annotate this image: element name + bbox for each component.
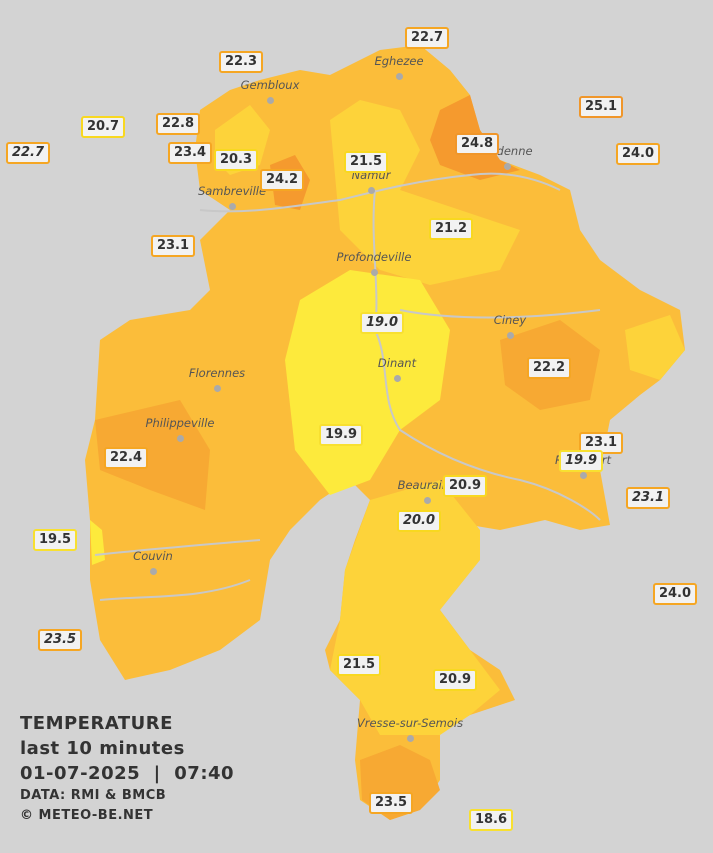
station-value: 22.2 bbox=[527, 357, 571, 379]
city-dot bbox=[503, 162, 511, 170]
city-dot bbox=[506, 331, 514, 339]
city-label: Gembloux bbox=[240, 78, 300, 92]
legend-credit: © METEO-BE.NET bbox=[20, 808, 154, 823]
legend-title: TEMPERATURE bbox=[20, 713, 173, 734]
station-value: 18.6 bbox=[469, 809, 513, 831]
city-label: Philippeville bbox=[145, 416, 215, 430]
station-value: 20.9 bbox=[443, 475, 487, 497]
city-dot bbox=[423, 496, 431, 504]
station-value: 20.7 bbox=[81, 116, 125, 138]
station-value: 21.5 bbox=[344, 151, 388, 173]
legend-datetime: 01-07-2025 | 07:40 bbox=[20, 763, 235, 784]
city-label: Vresse-sur-Semois bbox=[356, 716, 464, 730]
station-value: 23.5 bbox=[38, 629, 82, 651]
city-dot bbox=[395, 72, 403, 80]
station-value: 23.1 bbox=[626, 487, 670, 509]
station-value: 22.7 bbox=[6, 142, 50, 164]
station-value: 24.8 bbox=[455, 133, 499, 155]
station-value: 22.3 bbox=[219, 51, 263, 73]
station-value: 20.0 bbox=[397, 510, 441, 532]
city-label: Beauraing bbox=[397, 478, 457, 492]
city-label: Sambreville bbox=[197, 184, 267, 198]
legend-source: DATA: RMI & BMCB bbox=[20, 788, 167, 803]
station-value: 24.0 bbox=[653, 583, 697, 605]
river bbox=[94, 172, 601, 601]
city-label: Florennes bbox=[188, 366, 246, 380]
station-value: 24.2 bbox=[260, 169, 304, 191]
warm-zone bbox=[95, 400, 210, 510]
city-label: Ciney bbox=[493, 313, 527, 327]
station-value: 22.7 bbox=[405, 27, 449, 49]
station-value: 21.2 bbox=[429, 218, 473, 240]
mild-zone bbox=[625, 315, 685, 380]
station-value: 19.5 bbox=[33, 529, 77, 551]
station-value: 19.9 bbox=[319, 424, 363, 446]
city-dot bbox=[579, 471, 587, 479]
city-dot bbox=[228, 202, 236, 210]
city-dot bbox=[266, 96, 274, 104]
legend-subtitle: last 10 minutes bbox=[20, 738, 185, 759]
station-value: 20.9 bbox=[433, 669, 477, 691]
city-label: Eghezee bbox=[374, 54, 424, 68]
city-dot bbox=[367, 186, 375, 194]
mild-zone bbox=[330, 100, 520, 285]
legend: TEMPERATURE last 10 minutes 01-07-2025 |… bbox=[20, 711, 234, 826]
station-value: 21.5 bbox=[337, 654, 381, 676]
station-value: 25.1 bbox=[579, 96, 623, 118]
city-label: Profondeville bbox=[336, 250, 412, 264]
city-dot bbox=[393, 374, 401, 382]
city-dot bbox=[406, 734, 414, 742]
station-value: 24.0 bbox=[616, 143, 660, 165]
city-dot bbox=[149, 567, 157, 575]
station-value: 22.4 bbox=[104, 447, 148, 469]
station-value: 22.8 bbox=[156, 113, 200, 135]
station-value: 23.5 bbox=[369, 792, 413, 814]
station-value: 20.3 bbox=[214, 149, 258, 171]
station-value: 23.1 bbox=[151, 235, 195, 257]
station-value: 23.4 bbox=[168, 142, 212, 164]
city-dot bbox=[370, 268, 378, 276]
city-label: Couvin bbox=[133, 549, 173, 563]
city-dot bbox=[176, 434, 184, 442]
station-value: 19.0 bbox=[360, 312, 404, 334]
station-value: 19.9 bbox=[559, 450, 603, 472]
city-label: Dinant bbox=[377, 356, 417, 370]
city-dot bbox=[213, 384, 221, 392]
